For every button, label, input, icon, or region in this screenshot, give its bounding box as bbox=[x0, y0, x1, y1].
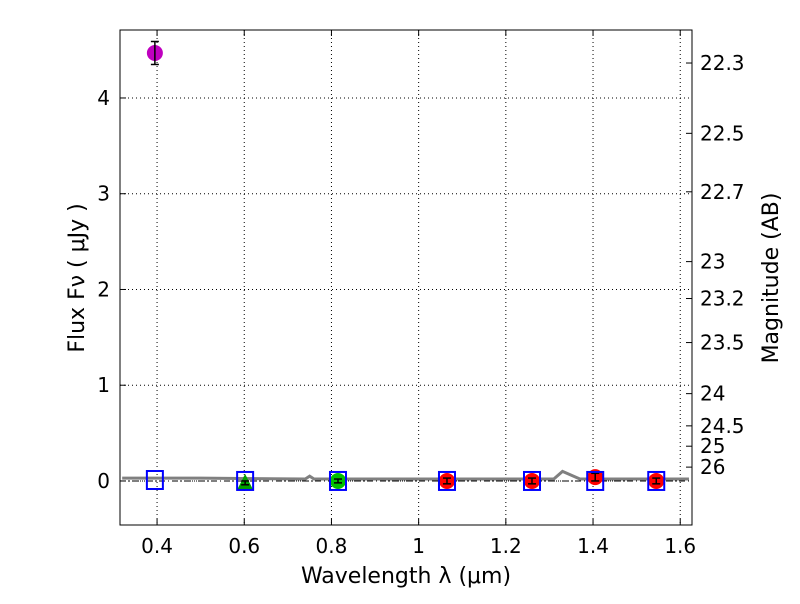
mag-tick-label: 23.5 bbox=[700, 331, 745, 355]
model-photometry-square bbox=[145, 470, 164, 490]
mag-tick-label: 24.5 bbox=[700, 414, 745, 438]
model-photometry-square bbox=[586, 470, 605, 491]
x-axis-label: Wavelength λ (μm) bbox=[301, 564, 511, 589]
x-tick-label: 0.8 bbox=[316, 534, 348, 558]
grid bbox=[120, 30, 692, 525]
mag-tick-label: 26 bbox=[700, 455, 725, 479]
y-tick-label: 0 bbox=[97, 469, 110, 493]
mag-tick-label: 23 bbox=[700, 250, 725, 274]
x-tick-label: 1.4 bbox=[577, 534, 609, 558]
plot-frame bbox=[119, 29, 693, 526]
y-axis-label: Flux Fν ( μJy ) bbox=[65, 203, 90, 352]
model-photometry-square bbox=[522, 470, 541, 491]
x-tick-label: 1.2 bbox=[490, 534, 522, 558]
model-photometry-square bbox=[328, 470, 347, 491]
x-tick-label: 0.4 bbox=[141, 534, 173, 558]
data-marks bbox=[120, 40, 692, 491]
mag-tick-label: 23.2 bbox=[700, 287, 745, 311]
mag-tick-label: 22.5 bbox=[700, 121, 745, 145]
ticks: 0.4 0.6 0.8 1 1.2 1.4 1.60123422.322.522.72323… bbox=[97, 30, 745, 558]
mag-tick-label: 24 bbox=[700, 382, 725, 406]
mag-tick-label: 25 bbox=[700, 434, 725, 458]
y2-axis-label: Magnitude (AB) bbox=[759, 193, 784, 364]
mag-tick-label: 22.7 bbox=[700, 180, 745, 204]
x-tick-label: 1 bbox=[412, 534, 425, 558]
mag-tick-label: 22.3 bbox=[700, 51, 745, 75]
y-tick-label: 2 bbox=[97, 277, 110, 301]
y-tick-label: 3 bbox=[97, 182, 110, 206]
y-tick-label: 1 bbox=[97, 373, 110, 397]
x-tick-label: 1.6 bbox=[664, 534, 696, 558]
model-photometry-square bbox=[236, 470, 255, 491]
y-tick-label: 4 bbox=[97, 86, 110, 110]
model-photometry-square bbox=[437, 470, 456, 491]
x-tick-label: 0.6 bbox=[228, 534, 260, 558]
model-photometry-square bbox=[647, 470, 666, 491]
